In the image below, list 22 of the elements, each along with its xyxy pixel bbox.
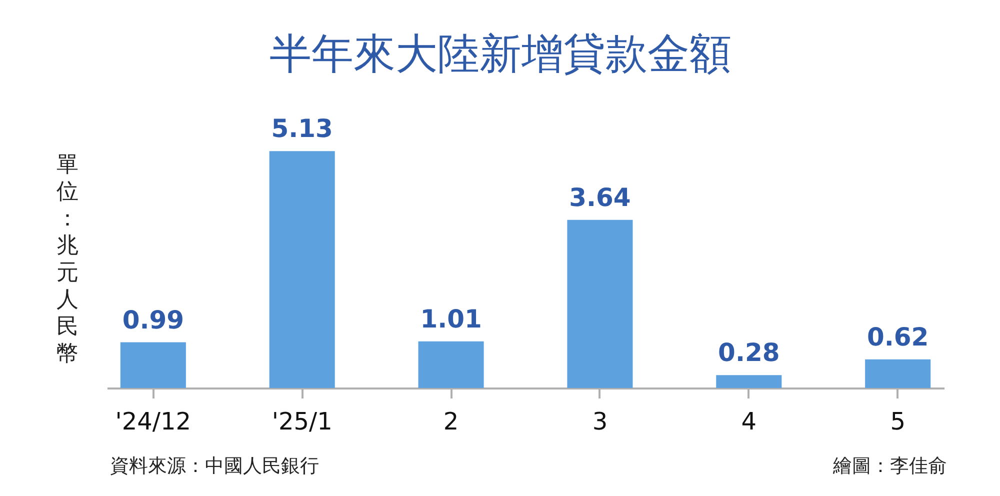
- data-label: 1.01: [420, 304, 482, 334]
- x-tick-label: 3: [592, 408, 608, 436]
- data-label: 0.28: [718, 338, 780, 368]
- bar: [269, 151, 335, 388]
- x-tick-label: 2: [443, 408, 459, 436]
- bar: [567, 220, 633, 388]
- chart-title: 半年來大陸新增貸款金額: [270, 29, 732, 78]
- data-label: 5.13: [271, 114, 333, 144]
- x-tick-label: '25/1: [272, 408, 332, 436]
- x-tick-label: 4: [741, 408, 757, 436]
- source-note: 資料來源：中國人民銀行: [110, 455, 319, 477]
- bar: [716, 375, 782, 388]
- bar: [120, 342, 186, 388]
- text: 繪圖：李佳俞: [832, 455, 947, 477]
- y-axis-title: 單位：兆元人民幣: [56, 152, 78, 366]
- data-label: 0.62: [866, 322, 929, 352]
- data-label: 0.99: [122, 305, 184, 334]
- data-label: 3.64: [569, 182, 631, 212]
- x-tick-label: 5: [890, 408, 906, 436]
- x-tick-label: '24/12: [115, 408, 192, 436]
- bar: [418, 341, 484, 388]
- bar: [865, 359, 931, 388]
